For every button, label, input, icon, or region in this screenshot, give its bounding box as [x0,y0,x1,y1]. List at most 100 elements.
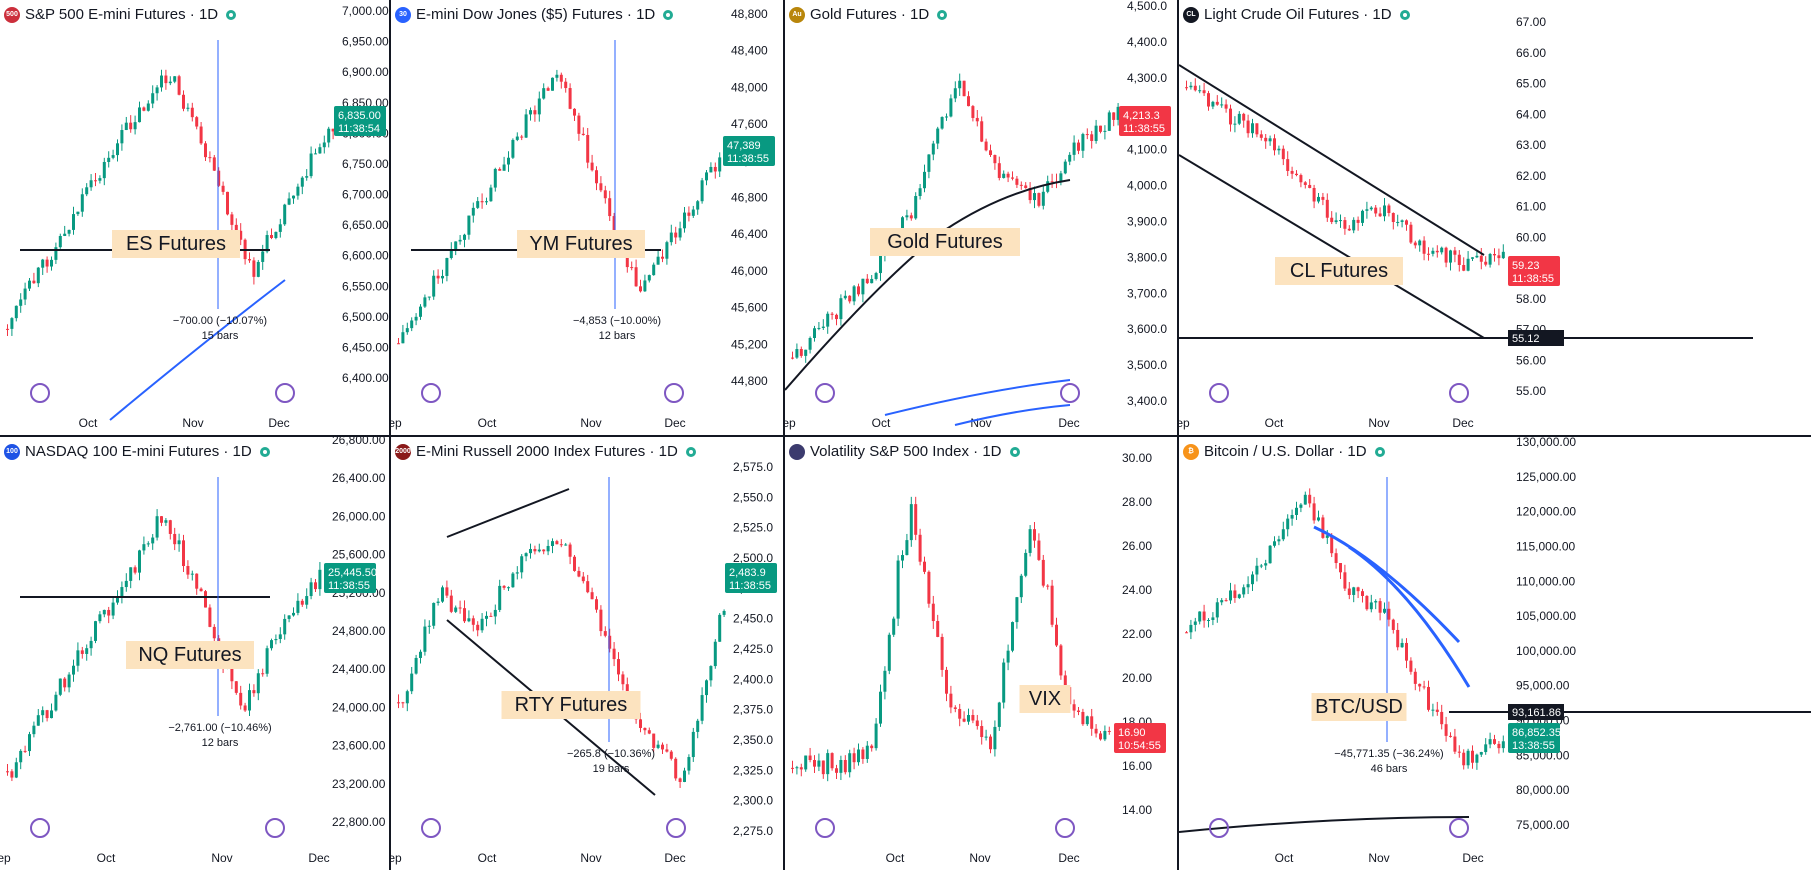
chart-panel[interactable]: 30 E-mini Dow Jones ($5) Futures · 1D 48,8… [391,0,783,435]
candle [168,81,172,84]
annotation-label: Gold Futures [887,231,1003,253]
candle [826,753,830,775]
candle [962,718,966,722]
candle [129,122,133,130]
price-chart[interactable]: 2,575.02,550.02,525.02,500.02,475.02,450… [391,437,783,870]
candle [230,663,234,682]
price-chart[interactable]: 30.0028.0026.0024.0022.0020.0018.0016.00… [785,437,1177,870]
candle [709,666,713,681]
candle [305,596,309,605]
symbol-title[interactable]: Volatility S&P 500 Index · 1D [810,443,1002,460]
candle [590,592,594,600]
x-tick-label: Oct [478,851,497,865]
symbol-title[interactable]: Gold Futures · 1D [810,6,930,23]
candle [261,251,265,262]
candle [709,166,713,173]
candle [808,338,812,350]
price-chart[interactable]: 4,500.04,400.04,300.04,200.04,100.04,000… [785,0,1177,435]
candle [993,726,997,750]
chart-panel[interactable]: ₿ Bitcoin / U.S. Dollar · 1D 130,000.00 125… [1179,437,1811,870]
symbol-title[interactable]: E-Mini Russell 2000 Index Futures · 1D [416,443,678,460]
candle [1220,600,1224,603]
candle [1391,619,1395,630]
chart-panel[interactable]: 2000 E-Mini Russell 2000 Index Futures · … [391,437,783,870]
candle [1193,621,1197,625]
candle [1422,686,1426,688]
chart-header[interactable]: CL Light Crude Oil Futures · 1D [1183,6,1410,23]
y-tick-label: 2,525.0 [733,521,773,535]
candle [1365,209,1369,211]
symbol-title[interactable]: Bitcoin / U.S. Dollar · 1D [1204,443,1367,460]
chart-header[interactable]: ₿ Bitcoin / U.S. Dollar · 1D [1183,443,1385,460]
candle [529,548,532,554]
price-chart[interactable]: 67.00 66.00 65.00 64.00 63.00 62.00 61.00 60.00… [1179,0,1811,435]
y-tick-label: 3,700.0 [1127,286,1167,300]
candle [1268,545,1272,564]
y-tick-label: 3,900.0 [1127,214,1167,228]
chart-header[interactable]: Volatility S&P 500 Index · 1D [789,443,1020,460]
candle [918,534,922,562]
candle [795,767,799,769]
y-tick-label: 2,350.0 [733,733,773,747]
candle [1090,134,1094,142]
candle [520,556,524,573]
candle [1233,590,1237,598]
candle [1041,559,1045,586]
price-chart[interactable]: 7,000.006,950.006,900.006,850.006,800.00… [0,0,389,435]
candle [975,117,979,122]
candle [1295,507,1298,515]
candle [892,618,896,635]
candle [1444,247,1448,263]
y-tick-label: 6,500.00 [342,310,389,324]
symbol-title[interactable]: Light Crude Oil Futures · 1D [1204,6,1392,23]
candle [1369,602,1373,610]
symbol-title[interactable]: S&P 500 E-mini Futures · 1D [25,6,219,23]
price-tag-value: 86,852.35 [1512,727,1561,739]
measure-bars: 19 bars [593,763,630,775]
y-tick-label: 80,000.00 [1516,783,1570,797]
candle [887,634,891,671]
events-icon [265,818,285,838]
candle [848,753,852,773]
candle [1325,535,1329,538]
candle [1019,575,1023,598]
symbol-title[interactable]: NASDAQ 100 E-mini Futures · 1D [25,443,252,460]
price-tag-time: 11:38:54 [338,123,380,135]
price-chart[interactable]: 26,800.0026,400.0026,000.0025,600.0025,2… [0,437,389,870]
candle [936,621,940,637]
chart-header[interactable]: 2000 E-Mini Russell 2000 Index Futures · … [395,443,696,460]
candle [989,150,992,156]
candle [89,180,93,188]
candle [931,143,935,155]
candle [476,624,480,631]
candle [718,614,722,642]
price-tag-value: 59.23 [1512,260,1540,272]
candle [287,615,291,619]
candle [927,154,931,172]
candle [1462,752,1466,766]
chart-header[interactable]: 100 NASDAQ 100 E-mini Futures · 1D [4,443,270,460]
y-tick-label: 64.00 [1516,107,1546,121]
chart-panel[interactable]: Au Gold Futures · 1D 4,500.0 4,400.0 4,300.0… [785,0,1177,435]
y-tick-label: 16.00 [1122,759,1152,773]
candle [419,651,422,658]
chart-panel[interactable]: Volatility S&P 500 Index · 1D 30.00 28.00 2… [785,437,1177,870]
chart-panel[interactable]: 500 S&P 500 E-mini Futures · 1D 7,000.00 6,… [0,0,389,435]
candle [905,540,909,556]
symbol-title[interactable]: E-mini Dow Jones ($5) Futures · 1D [416,6,656,23]
candle [1369,207,1373,210]
chart-header[interactable]: Au Gold Futures · 1D [789,6,948,23]
candle [537,98,541,115]
candle [476,201,480,208]
chart-panel[interactable]: 100 NASDAQ 100 E-mini Futures · 1D 26,800.… [0,437,389,870]
candle [1077,710,1080,712]
y-tick-label: 6,750.00 [342,157,389,171]
candle [1475,255,1479,258]
chart-panel[interactable]: CL Light Crude Oil Futures · 1D 67.00 66.00… [1179,0,1811,435]
price-chart[interactable]: 48,80048,40048,00047,60047,20046,80046,4… [391,0,783,435]
price-chart[interactable]: 130,000.00 125,000.00 120,000.00 115,000.00… [1179,437,1811,870]
candle [1024,185,1028,189]
chart-header[interactable]: 30 E-mini Dow Jones ($5) Futures · 1D [395,6,674,23]
candle [28,734,31,752]
chart-header[interactable]: 500 S&P 500 E-mini Futures · 1D [4,6,237,23]
